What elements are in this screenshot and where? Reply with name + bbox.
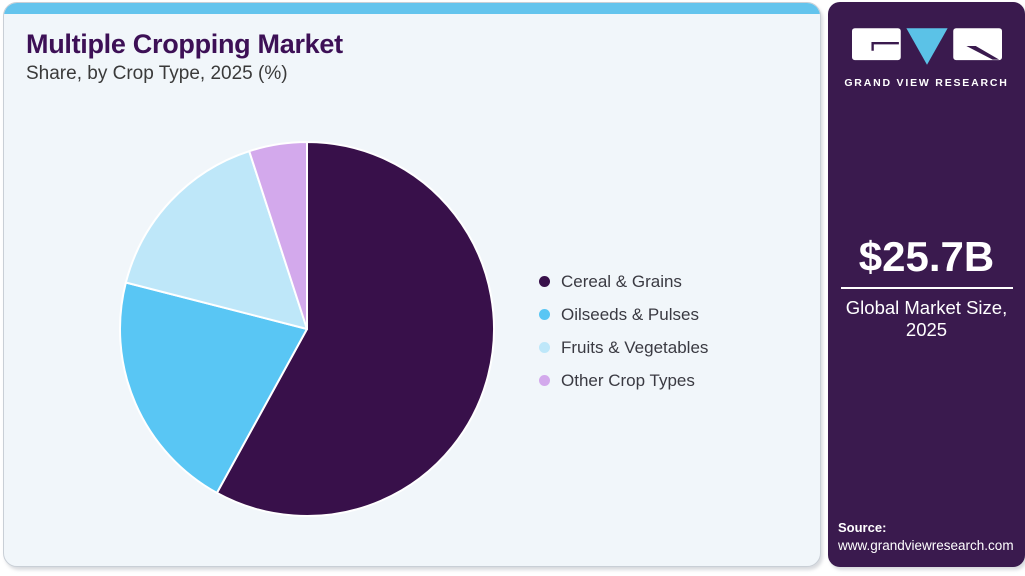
pie-slice-fruits-vegetables: [124, 150, 308, 330]
page-subtitle: Share, by Crop Type, 2025 (%): [26, 63, 288, 84]
market-size-block: $25.7B Global Market Size, 2025: [828, 233, 1025, 342]
divider: [840, 287, 1013, 290]
legend-label: Other Crop Types: [561, 370, 695, 390]
card-top-accent-bar: [4, 3, 820, 14]
page-title: Multiple Cropping Market: [26, 29, 343, 59]
source-url-link[interactable]: www.grandviewresearch.com: [838, 538, 1014, 553]
pie-slice-oilseeds-pulses: [119, 281, 308, 494]
legend-swatch-icon: [539, 309, 550, 320]
legend-label: Cereal & Grains: [561, 271, 682, 291]
pie-chart: [119, 141, 495, 517]
legend-swatch-icon: [539, 276, 550, 287]
legend-item: Other Crop Types: [539, 370, 708, 391]
source-label: Source:: [838, 520, 887, 535]
brand-sidebar: GRAND VIEW RESEARCH $25.7B Global Market…: [828, 2, 1025, 567]
chart-legend: Cereal & Grains Oilseeds & Pulses Fruits &…: [539, 271, 708, 391]
brand-logo: GRAND VIEW RESEARCH: [828, 26, 1025, 89]
market-size-value: $25.7B: [858, 233, 995, 280]
pie-slice-cereal-grains: [215, 141, 495, 517]
grand-view-research-logo-icon: [851, 28, 1002, 65]
source-block: Source: www.grandviewresearch.com: [838, 520, 1014, 553]
brand-name-text: GRAND VIEW RESEARCH: [844, 77, 1009, 89]
chart-card: Multiple Cropping Market Share, by Crop …: [3, 2, 821, 567]
market-size-label: Global Market Size, 2025: [845, 297, 1008, 341]
legend-label: Oilseeds & Pulses: [561, 304, 699, 324]
legend-item: Fruits & Vegetables: [539, 337, 708, 358]
legend-label: Fruits & Vegetables: [561, 337, 709, 357]
pie-slice-other-crop-types: [248, 141, 308, 330]
legend-item: Oilseeds & Pulses: [539, 304, 708, 325]
legend-item: Cereal & Grains: [539, 271, 708, 292]
legend-swatch-icon: [539, 342, 550, 353]
legend-swatch-icon: [539, 375, 550, 386]
